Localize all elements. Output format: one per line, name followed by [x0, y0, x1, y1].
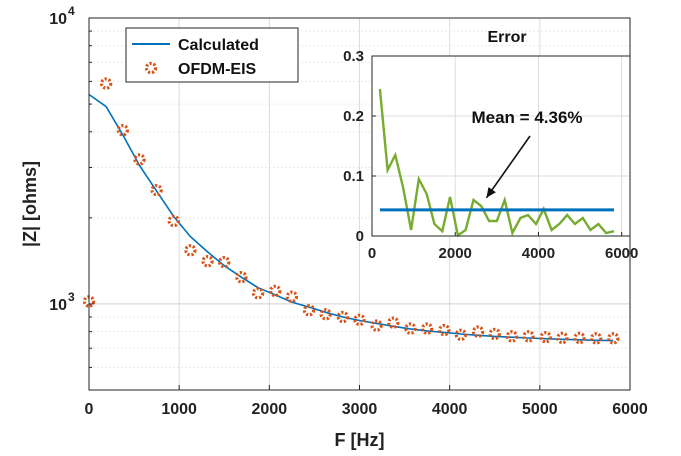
- x-axis-title: F [Hz]: [335, 430, 385, 450]
- ofdm-eis-point: [370, 319, 383, 332]
- y-tick-exponent: 4: [68, 4, 75, 18]
- ofdm-eis-point: [336, 310, 350, 324]
- ofdm-eis-point: [285, 290, 299, 303]
- inset-ticks: 0 2000 4000 6000 0 0.1 0.2 0.3: [343, 48, 638, 262]
- ofdm-eis-point: [116, 124, 130, 137]
- inset-y-tick-label: 0.3: [343, 48, 364, 65]
- inset-x-tick-label: 2000: [439, 245, 472, 262]
- inset-y-tick-label: 0.2: [343, 108, 364, 125]
- ofdm-eis-point: [387, 316, 400, 329]
- ofdm-eis-point: [150, 183, 163, 197]
- ofdm-eis-point: [99, 77, 113, 90]
- x-tick-label: 2000: [252, 401, 288, 418]
- legend-ofdm-eis-label: OFDM-EIS: [178, 61, 257, 78]
- ofdm-eis-point: [488, 327, 501, 341]
- ofdm-eis-point: [353, 313, 366, 327]
- inset-error-chart: 0 2000 4000 6000 0 0.1 0.2 0.3 Error Mean = 4.3…: [343, 29, 638, 262]
- x-tick-label: 0: [85, 401, 94, 418]
- y-tick-exponent: 3: [68, 290, 75, 304]
- inset-y-tick-label: 0: [356, 228, 364, 245]
- ofdm-eis-point: [302, 304, 316, 317]
- mean-annotation: Mean = 4.36%: [471, 108, 582, 127]
- ofdm-eis-point: [505, 330, 519, 343]
- ofdm-eis-point: [556, 331, 569, 345]
- y-axis-title: |Z| [ohms]: [20, 161, 40, 247]
- ofdm-eis-point: [438, 323, 451, 337]
- y-tick-label: 10: [49, 297, 67, 314]
- calculated-line: [88, 93, 614, 342]
- ofdm-eis-point: [251, 287, 265, 300]
- mean-annotation-arrow: [485, 135, 531, 199]
- ofdm-eis-point: [319, 308, 332, 321]
- y-tick-label: 10: [49, 11, 67, 28]
- legend-ofdm-eis-swatch: [144, 61, 158, 75]
- ofdm-eis-point: [539, 330, 552, 344]
- ofdm-eis-point: [133, 153, 146, 166]
- ofdm-eis-point: [607, 332, 620, 345]
- ofdm-eis-point: [218, 255, 231, 269]
- ofdm-eis-point: [167, 214, 180, 228]
- x-tick-label: 6000: [612, 401, 648, 418]
- inset-x-tick-label: 6000: [605, 245, 638, 262]
- ofdm-eis-point: [184, 244, 197, 257]
- error-line: [378, 88, 615, 238]
- legend-calculated-label: Calculated: [178, 37, 259, 54]
- legend: Calculated OFDM-EIS: [125, 27, 299, 83]
- x-tick-label: 5000: [522, 401, 558, 418]
- x-tick-label: 3000: [342, 401, 378, 418]
- ofdm-eis-point: [522, 330, 535, 343]
- ofdm-eis-point: [454, 328, 468, 341]
- x-tick-label: 1000: [161, 401, 197, 418]
- ofdm-eis-point: [589, 332, 603, 345]
- inset-axes-frame: [371, 55, 631, 237]
- mean-annotation-arrowhead: [486, 187, 496, 198]
- ofdm-eis-point: [201, 255, 214, 268]
- ofdm-eis-point: [404, 322, 417, 335]
- inset-title: Error: [487, 29, 526, 46]
- ofdm-eis-point: [420, 322, 434, 335]
- inset-y-tick-label: 0.1: [343, 168, 364, 185]
- x-tick-label: 4000: [432, 401, 468, 418]
- ofdm-eis-point: [235, 271, 248, 284]
- ofdm-eis-point: [573, 331, 586, 345]
- ofdm-eis-point: [268, 284, 282, 298]
- inset-plot-area: [378, 88, 615, 238]
- ofdm-eis-point: [471, 325, 485, 338]
- inset-x-tick-label: 0: [368, 245, 376, 262]
- inset-x-tick-label: 4000: [522, 245, 555, 262]
